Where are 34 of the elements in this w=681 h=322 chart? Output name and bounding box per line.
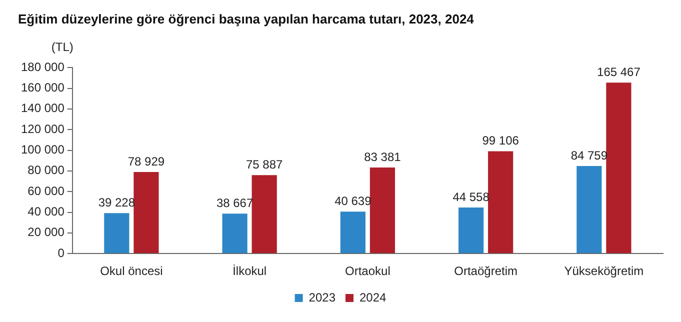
bar [340,212,366,254]
x-tick-label: Ortaokul [345,264,390,278]
y-axis-title: (TL) [51,40,74,54]
bar [488,151,514,254]
bar [576,166,602,254]
y-tick-label: 0 [58,246,65,260]
data-label: 99 106 [482,134,520,148]
y-tick-label: 140 000 [20,101,65,116]
y-tick-label: 20 000 [28,225,65,240]
chart-title: Eğitim düzeylerine göre öğrenci başına yapılan harcama tutarı, 2023, 2024 [18,11,475,26]
data-label: 78 929 [128,154,165,168]
data-label: 75 887 [246,157,284,172]
y-tick-label: 100 000 [20,142,65,157]
bar [104,213,130,254]
bar [606,82,632,254]
y-tick-label: 120 000 [20,122,65,136]
y-tick-label: 60 000 [28,184,65,198]
x-tick-label: Okul öncesi [100,264,163,278]
bar [134,172,159,254]
bar [370,167,396,254]
x-tick-label: Yükseköğretim [564,264,644,278]
y-tick-label: 80 000 [28,163,65,178]
bar [222,214,248,254]
x-tick-label: Ortaöğretim [454,264,518,278]
y-tick-label: 40 000 [28,204,65,219]
data-label: 83 381 [364,150,402,164]
y-tick-label: 160 000 [20,80,65,95]
bar [252,175,277,254]
data-label: 165 467 [597,64,641,79]
y-tick-label: 180 000 [20,60,65,74]
legend-label: 2024 [360,290,387,304]
legend-label: 2023 [308,290,336,304]
bar [458,208,484,254]
x-tick-label: İlkokul [232,264,267,278]
